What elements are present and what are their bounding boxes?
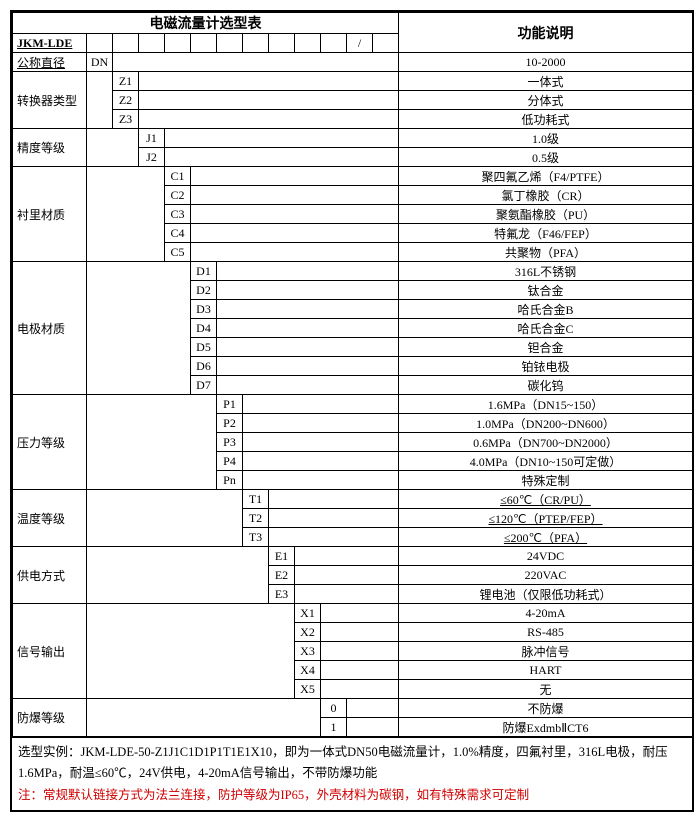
code-z1: Z1 (113, 72, 139, 91)
table-title-right: 功能说明 (399, 13, 693, 53)
code-ex1: 1 (321, 718, 347, 737)
desc-z1: 一体式 (399, 72, 693, 91)
desc-d7: 碳化钨 (399, 376, 693, 395)
footer-note: 注：常规默认链接方式为法兰连接，防护等级为IP65，外壳材料为碳钢，如有特殊需求… (18, 785, 686, 806)
code-d7: D7 (191, 376, 217, 395)
desc-z2: 分体式 (399, 91, 693, 110)
code-e3: E3 (269, 585, 295, 604)
code-x3: X3 (295, 642, 321, 661)
desc-x5: 无 (399, 680, 693, 699)
desc-p3: 0.6MPa（DN700~DN2000） (399, 433, 693, 452)
code-x1: X1 (295, 604, 321, 623)
code-c2: C2 (165, 186, 191, 205)
code-t2: T2 (243, 509, 269, 528)
desc-d1: 316L不锈钢 (399, 262, 693, 281)
code-d2: D2 (191, 281, 217, 300)
code-x4: X4 (295, 661, 321, 680)
desc-ex0: 不防爆 (399, 699, 693, 718)
footer-example: 选型实例：JKM-LDE-50-Z1J1C1D1P1T1E1X10，即为一体式D… (18, 742, 686, 785)
desc-x4: HART (399, 661, 693, 680)
group-temp-label: 温度等级 (13, 490, 87, 547)
desc-z3: 低功耗式 (399, 110, 693, 129)
code-d3: D3 (191, 300, 217, 319)
code-e2: E2 (269, 566, 295, 585)
group-power-label: 供电方式 (13, 547, 87, 604)
footer-block: 选型实例：JKM-LDE-50-Z1J1C1D1P1T1E1X10，即为一体式D… (12, 737, 692, 810)
desc-t3: ≤200℃（PFA） (399, 528, 693, 547)
desc-d3: 哈氏合金B (399, 300, 693, 319)
code-slash: / (347, 34, 373, 53)
code-d5: D5 (191, 338, 217, 357)
selection-table: 电磁流量计选型表 功能说明 JKM-LDE / 公称直径 DN 10-2000 … (10, 10, 694, 812)
desc-d5: 钽合金 (399, 338, 693, 357)
desc-d4: 哈氏合金C (399, 319, 693, 338)
code-c1: C1 (165, 167, 191, 186)
desc-j2: 0.5级 (399, 148, 693, 167)
desc-c1: 聚四氟乙烯（F4/PTFE） (399, 167, 693, 186)
desc-c5: 共聚物（PFA） (399, 243, 693, 262)
desc-x3: 脉冲信号 (399, 642, 693, 661)
spec-table: 电磁流量计选型表 功能说明 JKM-LDE / 公称直径 DN 10-2000 … (12, 12, 693, 737)
code-z3: Z3 (113, 110, 139, 129)
group-liner-label: 衬里材质 (13, 167, 87, 262)
code-z2: Z2 (113, 91, 139, 110)
desc-c3: 聚氨酯橡胶（PU） (399, 205, 693, 224)
desc-dn: 10-2000 (399, 53, 693, 72)
desc-p4: 4.0MPa（DN10~150可定做） (399, 452, 693, 471)
code-d1: D1 (191, 262, 217, 281)
desc-x2: RS-485 (399, 623, 693, 642)
code-dn: DN (87, 53, 113, 72)
code-c3: C3 (165, 205, 191, 224)
code-t1: T1 (243, 490, 269, 509)
code-pn: Pn (217, 471, 243, 490)
desc-ex1: 防爆ExdmbⅡCT6 (399, 718, 693, 737)
desc-t2: ≤120℃（PTEP/FEP） (399, 509, 693, 528)
group-press-label: 压力等级 (13, 395, 87, 490)
code-d6: D6 (191, 357, 217, 376)
desc-c4: 特氟龙（F46/FEP） (399, 224, 693, 243)
group-acc-label: 精度等级 (13, 129, 87, 167)
code-x2: X2 (295, 623, 321, 642)
code-p1: P1 (217, 395, 243, 414)
group-dn-label: 公称直径 (13, 53, 87, 72)
code-p2: P2 (217, 414, 243, 433)
desc-c2: 氯丁橡胶（CR） (399, 186, 693, 205)
group-ex-label: 防爆等级 (13, 699, 87, 737)
desc-pn: 特殊定制 (399, 471, 693, 490)
desc-p2: 1.0MPa（DN200~DN600） (399, 414, 693, 433)
model-code: JKM-LDE (13, 34, 87, 53)
code-c4: C4 (165, 224, 191, 243)
desc-e1: 24VDC (399, 547, 693, 566)
code-ex0: 0 (321, 699, 347, 718)
code-j2: J2 (139, 148, 165, 167)
code-t3: T3 (243, 528, 269, 547)
desc-e3: 锂电池（仅限低功耗式） (399, 585, 693, 604)
code-x5: X5 (295, 680, 321, 699)
code-d4: D4 (191, 319, 217, 338)
code-c5: C5 (165, 243, 191, 262)
desc-d6: 铂铱电极 (399, 357, 693, 376)
desc-j1: 1.0级 (399, 129, 693, 148)
desc-e2: 220VAC (399, 566, 693, 585)
code-j1: J1 (139, 129, 165, 148)
desc-t1: ≤60℃（CR/PU） (399, 490, 693, 509)
group-sig-label: 信号输出 (13, 604, 87, 699)
code-e1: E1 (269, 547, 295, 566)
code-p4: P4 (217, 452, 243, 471)
group-conv-label: 转换器类型 (13, 72, 87, 129)
table-title-left: 电磁流量计选型表 (13, 13, 399, 34)
code-p3: P3 (217, 433, 243, 452)
desc-d2: 钛合金 (399, 281, 693, 300)
desc-x1: 4-20mA (399, 604, 693, 623)
desc-p1: 1.6MPa（DN15~150） (399, 395, 693, 414)
group-elec-label: 电极材质 (13, 262, 87, 395)
